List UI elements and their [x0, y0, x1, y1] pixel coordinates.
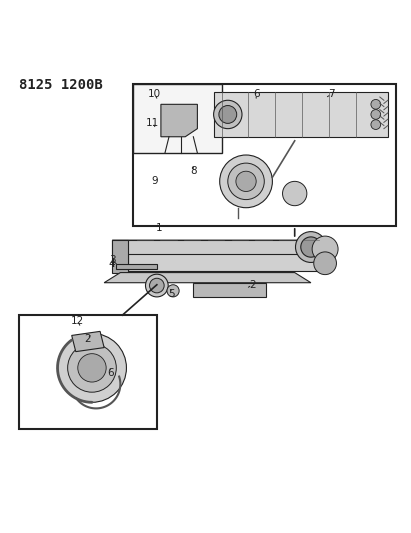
Text: 9: 9 — [152, 176, 158, 187]
Circle shape — [219, 106, 237, 123]
Circle shape — [371, 100, 381, 109]
PathPatch shape — [129, 252, 327, 271]
Circle shape — [68, 344, 116, 392]
Circle shape — [145, 274, 168, 297]
Circle shape — [371, 110, 381, 119]
PathPatch shape — [161, 104, 197, 137]
Text: 6: 6 — [253, 89, 259, 99]
Text: 7: 7 — [328, 89, 335, 99]
Text: 6: 6 — [107, 368, 113, 378]
Circle shape — [228, 163, 264, 199]
Text: 11: 11 — [146, 118, 159, 127]
PathPatch shape — [193, 282, 266, 297]
Circle shape — [314, 252, 337, 274]
Circle shape — [214, 100, 242, 128]
Circle shape — [150, 278, 164, 293]
Circle shape — [296, 232, 326, 262]
PathPatch shape — [132, 84, 222, 153]
Circle shape — [312, 236, 338, 262]
Text: 12: 12 — [71, 316, 84, 326]
Circle shape — [236, 171, 256, 191]
Text: 8125 1200B: 8125 1200B — [19, 78, 103, 92]
Circle shape — [78, 354, 106, 382]
Text: 2: 2 — [85, 335, 91, 344]
Text: 4: 4 — [108, 260, 115, 270]
PathPatch shape — [116, 264, 157, 269]
Text: 2: 2 — [248, 280, 256, 290]
Text: 5: 5 — [168, 289, 174, 298]
Circle shape — [301, 237, 321, 257]
PathPatch shape — [112, 240, 311, 254]
Text: 10: 10 — [148, 89, 162, 99]
PathPatch shape — [72, 332, 104, 352]
Circle shape — [371, 120, 381, 130]
Circle shape — [220, 155, 272, 208]
Text: 1: 1 — [155, 223, 162, 233]
Text: 3: 3 — [109, 255, 116, 265]
Circle shape — [282, 181, 307, 206]
PathPatch shape — [104, 272, 311, 282]
PathPatch shape — [112, 240, 129, 272]
PathPatch shape — [112, 240, 327, 252]
Text: 8: 8 — [190, 166, 196, 176]
Circle shape — [58, 334, 127, 402]
Circle shape — [167, 285, 179, 297]
PathPatch shape — [214, 92, 388, 137]
